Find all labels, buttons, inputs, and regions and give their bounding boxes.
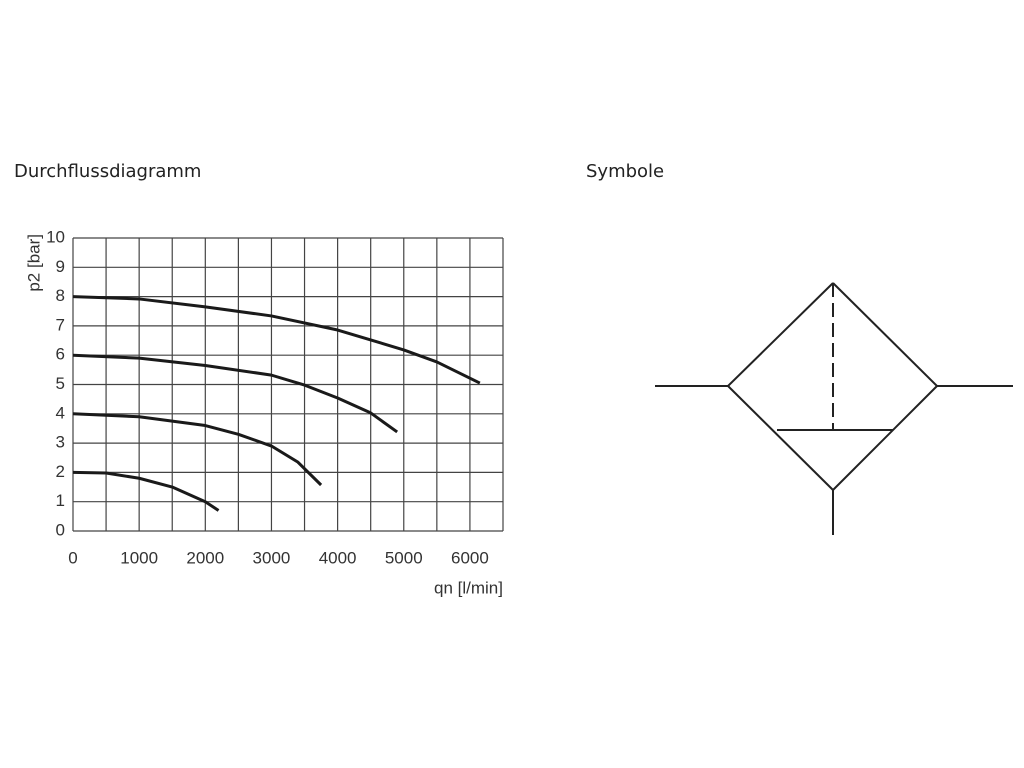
x-tick-label: 5000	[385, 548, 423, 567]
y-tick-label: 0	[56, 520, 65, 539]
symbol-line	[727, 385, 834, 491]
symbol-title: Symbole	[586, 161, 664, 182]
symbol-line	[727, 282, 834, 387]
y-tick-label: 10	[46, 227, 65, 246]
y-tick-label: 1	[56, 491, 65, 510]
filter-symbol	[655, 282, 1013, 535]
x-axis-label: qn [l/min]	[434, 578, 503, 597]
y-axis-label: p2 [bar]	[24, 234, 43, 292]
flow-curve	[72, 353, 399, 434]
x-tick-label: 2000	[186, 548, 224, 567]
x-tick-label: 1000	[120, 548, 158, 567]
flow-curve	[72, 412, 323, 487]
y-tick-label: 9	[56, 257, 65, 276]
flow-curve	[72, 295, 481, 385]
y-tick-label: 4	[56, 403, 65, 422]
y-tick-label: 6	[56, 345, 65, 364]
symbol-line	[832, 385, 938, 491]
flow-curve	[72, 470, 220, 512]
y-tick-label: 7	[56, 315, 65, 334]
x-tick-label: 3000	[253, 548, 291, 567]
y-tick-label: 5	[56, 374, 65, 393]
x-tick-label: 0	[68, 548, 77, 567]
y-tick-label: 2	[56, 462, 65, 481]
chart: 0 1 2 3 4 5 6 7 8 9 10 0 1000 2000 3000 4000 5000 6000 qn …	[24, 227, 504, 597]
y-tick-label: 8	[56, 286, 65, 305]
x-tick-label: 4000	[319, 548, 357, 567]
symbol-line	[832, 282, 938, 387]
y-tick-label: 3	[56, 433, 65, 452]
x-tick-label: 6000	[451, 548, 489, 567]
chart-title: Durchflussdiagramm	[14, 161, 201, 182]
